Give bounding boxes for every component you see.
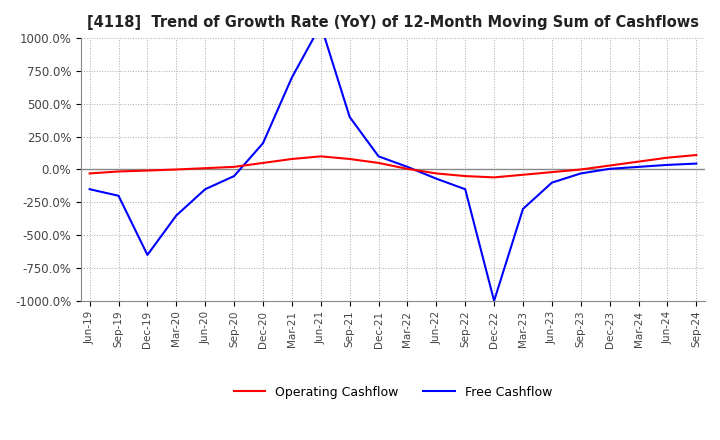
Free Cashflow (663, 162, 672, 168)
Legend: Operating Cashflow, Free Cashflow: Operating Cashflow, Free Cashflow (229, 381, 557, 404)
Free Cashflow (114, 193, 123, 198)
Free Cashflow (85, 187, 94, 192)
Free Cashflow (317, 22, 325, 28)
Operating Cashflow (692, 152, 701, 158)
Free Cashflow (346, 114, 354, 120)
Operating Cashflow (663, 155, 672, 160)
Operating Cashflow (201, 165, 210, 171)
Operating Cashflow (346, 156, 354, 161)
Operating Cashflow (461, 173, 469, 179)
Free Cashflow (577, 171, 585, 176)
Free Cashflow (258, 141, 267, 146)
Operating Cashflow (432, 171, 441, 176)
Line: Free Cashflow: Free Cashflow (89, 25, 696, 301)
Free Cashflow (461, 187, 469, 192)
Operating Cashflow (85, 171, 94, 176)
Operating Cashflow (577, 167, 585, 172)
Operating Cashflow (258, 160, 267, 165)
Operating Cashflow (548, 169, 557, 175)
Free Cashflow (692, 161, 701, 166)
Free Cashflow (490, 298, 498, 304)
Free Cashflow (172, 213, 181, 218)
Operating Cashflow (374, 160, 383, 165)
Operating Cashflow (403, 166, 412, 172)
Free Cashflow (518, 206, 527, 212)
Free Cashflow (634, 164, 643, 169)
Operating Cashflow (606, 163, 614, 168)
Free Cashflow (374, 154, 383, 159)
Operating Cashflow (317, 154, 325, 159)
Line: Operating Cashflow: Operating Cashflow (89, 155, 696, 177)
Operating Cashflow (143, 168, 152, 173)
Operating Cashflow (287, 156, 296, 161)
Free Cashflow (606, 166, 614, 172)
Operating Cashflow (230, 164, 238, 169)
Operating Cashflow (634, 159, 643, 164)
Free Cashflow (143, 252, 152, 257)
Title: [4118]  Trend of Growth Rate (YoY) of 12-Month Moving Sum of Cashflows: [4118] Trend of Growth Rate (YoY) of 12-… (87, 15, 699, 30)
Free Cashflow (230, 173, 238, 179)
Operating Cashflow (172, 167, 181, 172)
Operating Cashflow (114, 169, 123, 174)
Free Cashflow (201, 187, 210, 192)
Operating Cashflow (490, 175, 498, 180)
Operating Cashflow (518, 172, 527, 177)
Free Cashflow (432, 176, 441, 181)
Free Cashflow (403, 164, 412, 169)
Free Cashflow (287, 75, 296, 80)
Free Cashflow (548, 180, 557, 185)
